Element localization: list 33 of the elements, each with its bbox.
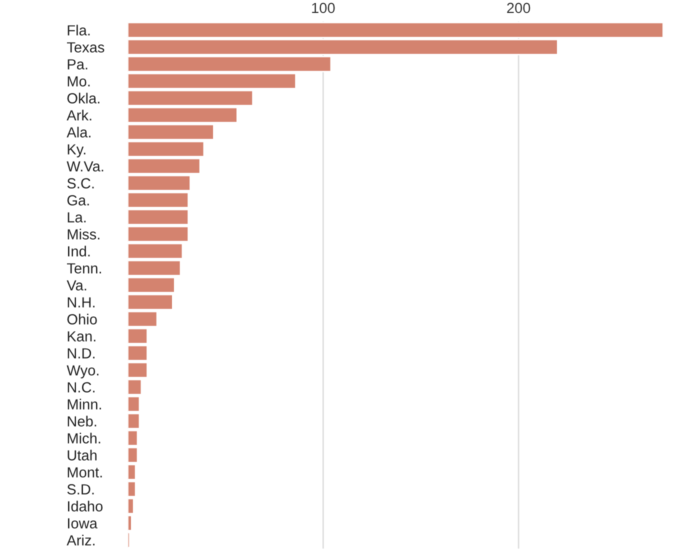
y-tick-label: Pa.	[68, 59, 88, 70]
y-tick-label: N.H.	[68, 297, 94, 308]
y-tick-label: Okla.	[67, 92, 100, 104]
y-tick-label: Iowa	[68, 518, 98, 529]
y-tick-label: Ohio	[67, 314, 97, 324]
y-tick-label: Ky.	[68, 144, 86, 158]
y-tick-label: N.D.	[68, 348, 94, 358]
y-tick-label: W.Va.	[66, 161, 104, 172]
y-tick-label: Miss.	[68, 228, 100, 240]
x-tick-label: 100	[312, 2, 335, 14]
x-tick-label: 200	[507, 2, 530, 14]
y-tick-label: N.C.	[68, 382, 94, 392]
y-tick-label: Mo.	[68, 76, 90, 86]
y-tick-label: Tenn.	[66, 263, 101, 274]
y-tick-label: Mont.	[68, 467, 102, 478]
y-tick-label: Idaho	[68, 500, 103, 512]
y-tick-label: Ariz.	[66, 534, 94, 546]
y-tick-label: Wyo.	[66, 365, 98, 378]
y-tick-label: Texas	[66, 42, 104, 52]
y-tick-label: Ala.	[66, 126, 90, 138]
y-tick-label: Utah	[68, 450, 97, 460]
y-tick-label: Va.	[66, 280, 86, 290]
y-tick-label: Neb.	[68, 416, 96, 426]
y-tick-label: La.	[68, 212, 86, 222]
y-tick-label: Kan.	[68, 331, 96, 342]
y-tick-label: Ga.	[67, 195, 89, 206]
y-tick-label: Ind.	[68, 246, 90, 256]
y-tick-label: Ark.	[66, 110, 92, 120]
y-tick-label: S.C.	[67, 178, 94, 188]
y-tick-label: Minn.	[68, 398, 101, 410]
y-tick-label: S.D.	[67, 484, 94, 495]
y-tick-label: Fla.	[68, 24, 90, 36]
y-tick-label: Mich.	[68, 432, 100, 444]
